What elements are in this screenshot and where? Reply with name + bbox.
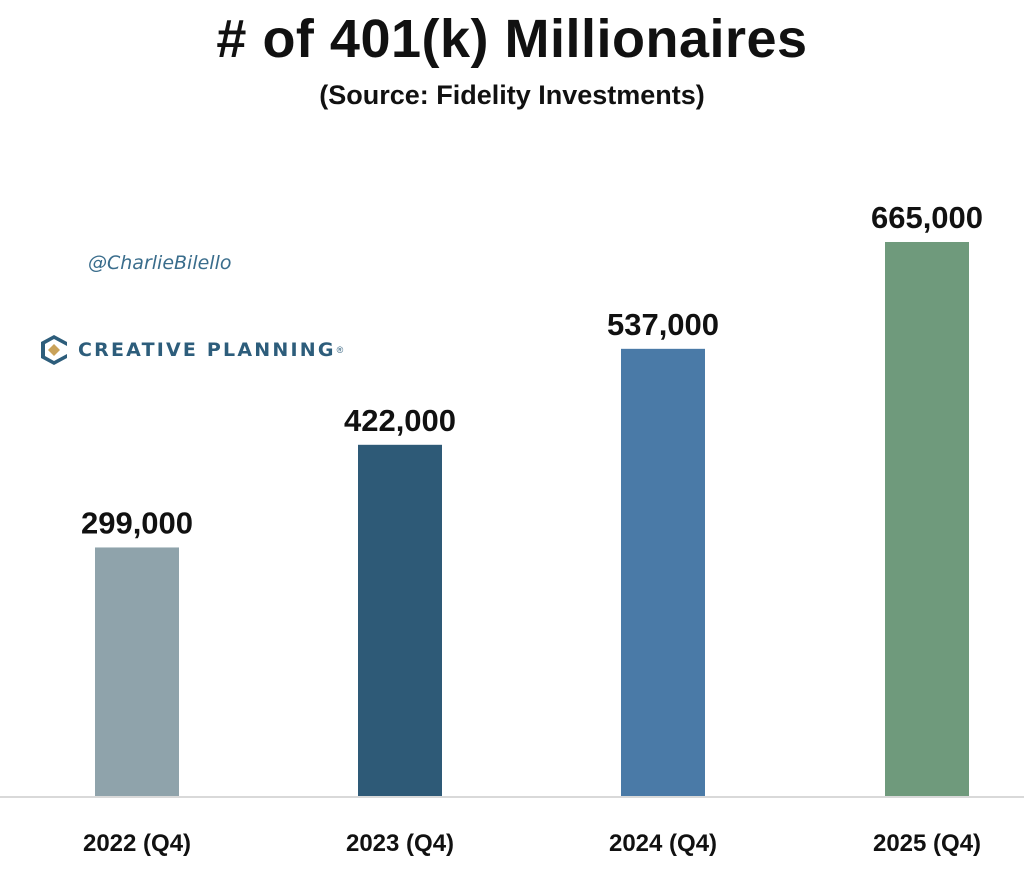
- chart-title: # of 401(k) Millionaires: [216, 9, 808, 69]
- value-label-2024: 537,000: [607, 307, 719, 342]
- brand-trademark: ®: [336, 345, 344, 355]
- category-label-2022: 2022 (Q4): [83, 830, 191, 857]
- creative-planning-logo: CREATIVE PLANNING ®: [40, 334, 343, 366]
- value-labels-group: 299,000 422,000 537,000 665,000: [81, 200, 983, 540]
- category-labels-group: 2022 (Q4) 2023 (Q4) 2024 (Q4) 2025 (Q4): [83, 830, 981, 857]
- author-handle: @CharlieBilello: [88, 252, 232, 274]
- creative-planning-icon: [41, 335, 67, 365]
- brand-name: CREATIVE PLANNING: [78, 339, 336, 361]
- value-label-2022: 299,000: [81, 505, 193, 540]
- category-label-2025: 2025 (Q4): [873, 830, 981, 857]
- category-label-2024: 2024 (Q4): [609, 830, 717, 857]
- bars-group: [95, 242, 969, 797]
- value-label-2025: 665,000: [871, 200, 983, 235]
- value-label-2023: 422,000: [344, 403, 456, 438]
- chart-subtitle: (Source: Fidelity Investments): [319, 80, 705, 110]
- bar-2022: [95, 547, 179, 797]
- bar-2023: [358, 444, 442, 797]
- category-label-2023: 2023 (Q4): [346, 830, 454, 857]
- bar-2025: [885, 242, 969, 797]
- bar-2024: [621, 348, 705, 797]
